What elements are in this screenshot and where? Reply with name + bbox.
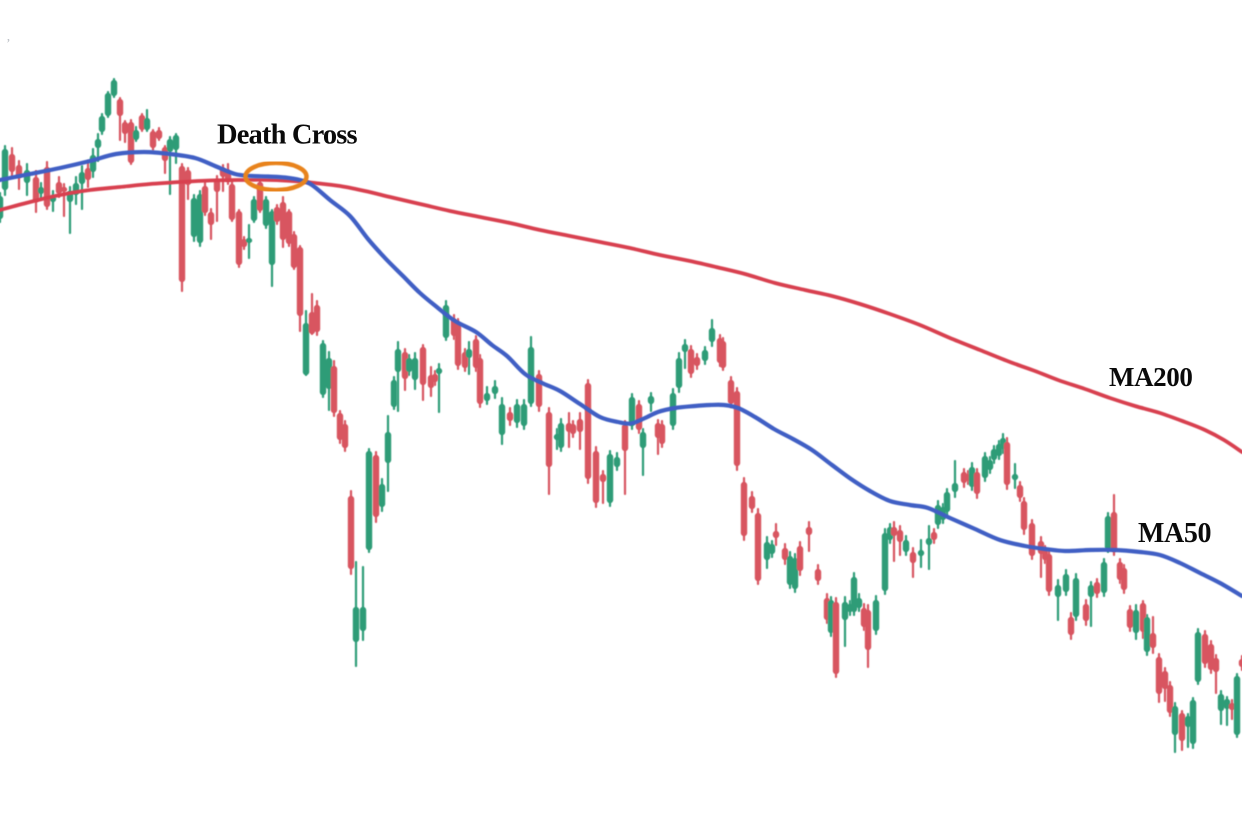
svg-text:MA50: MA50 [1138,518,1211,549]
svg-text:Death Cross: Death Cross [217,120,358,151]
svg-text:’: ’ [6,37,11,52]
svg-text:MA200: MA200 [1109,362,1192,392]
